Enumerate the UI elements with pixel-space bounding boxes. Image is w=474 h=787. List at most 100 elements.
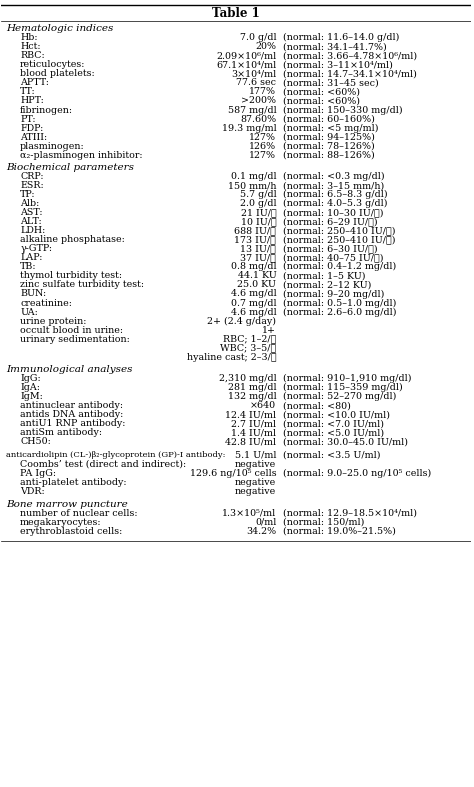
Text: anticardiolipin (CL-)β₂-glycoprotein (GP)-I antibody:: anticardiolipin (CL-)β₂-glycoprotein (GP… <box>6 452 226 460</box>
Text: urine protein:: urine protein: <box>20 316 87 326</box>
Text: negative: negative <box>235 460 276 469</box>
Text: (normal: 6–29 IU/ℓ): (normal: 6–29 IU/ℓ) <box>283 217 378 227</box>
Text: TT:: TT: <box>20 87 36 97</box>
Text: 5.7 g/dl: 5.7 g/dl <box>239 190 276 199</box>
Text: 126%: 126% <box>249 142 276 150</box>
Text: Biochemical parameters: Biochemical parameters <box>6 163 134 172</box>
Text: anti-platelet antibody:: anti-platelet antibody: <box>20 478 127 487</box>
Text: 37 IU/ℓ: 37 IU/ℓ <box>240 253 276 262</box>
Text: Alb:: Alb: <box>20 199 39 209</box>
Text: PT:: PT: <box>20 115 36 124</box>
Text: 2.0 g/dl: 2.0 g/dl <box>240 199 276 209</box>
Text: 2.09×10⁶/ml: 2.09×10⁶/ml <box>216 51 276 61</box>
Text: 587 mg/dl: 587 mg/dl <box>228 105 276 114</box>
Text: (normal: 3–15 mm/h): (normal: 3–15 mm/h) <box>283 181 384 190</box>
Text: Hematologic indices: Hematologic indices <box>6 24 113 33</box>
Text: APTT:: APTT: <box>20 79 49 87</box>
Text: occult blood in urine:: occult blood in urine: <box>20 326 123 334</box>
Text: (normal: <7.0 IU/ml): (normal: <7.0 IU/ml) <box>283 419 384 428</box>
Text: (normal: 2–12 KU): (normal: 2–12 KU) <box>283 280 372 290</box>
Text: (normal: 3.66–4.78×10⁶/ml): (normal: 3.66–4.78×10⁶/ml) <box>283 51 418 61</box>
Text: LDH:: LDH: <box>20 227 46 235</box>
Text: IgM:: IgM: <box>20 392 43 401</box>
Text: TP:: TP: <box>20 190 36 199</box>
Text: (normal: <10.0 IU/ml): (normal: <10.0 IU/ml) <box>283 410 390 419</box>
Text: Hb:: Hb: <box>20 33 38 42</box>
Text: 13 IU/ℓ: 13 IU/ℓ <box>240 245 276 253</box>
Text: negative: negative <box>235 487 276 496</box>
Text: 10 IU/ℓ: 10 IU/ℓ <box>240 217 276 227</box>
Text: 19.3 mg/ml: 19.3 mg/ml <box>221 124 276 132</box>
Text: antinuclear antibody:: antinuclear antibody: <box>20 401 123 410</box>
Text: (normal: 30.0–45.0 IU/ml): (normal: 30.0–45.0 IU/ml) <box>283 438 408 446</box>
Text: (normal: 910–1,910 mg/dl): (normal: 910–1,910 mg/dl) <box>283 374 412 383</box>
Text: WBC; 3–5/ℓ: WBC; 3–5/ℓ <box>220 344 276 353</box>
Text: blood platelets:: blood platelets: <box>20 69 95 79</box>
Text: 25.0 KU: 25.0 KU <box>237 280 276 290</box>
Text: UA:: UA: <box>20 308 38 316</box>
Text: 2+ (2.4 g/day): 2+ (2.4 g/day) <box>207 316 276 326</box>
Text: antiU1 RNP antibody:: antiU1 RNP antibody: <box>20 419 126 428</box>
Text: IgA:: IgA: <box>20 383 40 392</box>
Text: Hct:: Hct: <box>20 42 41 51</box>
Text: number of nuclear cells:: number of nuclear cells: <box>20 508 138 518</box>
Text: 77.6 sec: 77.6 sec <box>236 79 276 87</box>
Text: (normal: <80): (normal: <80) <box>283 401 351 410</box>
Text: antiSm antibody:: antiSm antibody: <box>20 428 102 438</box>
Text: Bone marrow puncture: Bone marrow puncture <box>6 500 128 508</box>
Text: 12.4 IU/ml: 12.4 IU/ml <box>225 410 276 419</box>
Text: (normal: <60%): (normal: <60%) <box>283 87 360 97</box>
Text: (normal: 40–75 IU/ℓ): (normal: 40–75 IU/ℓ) <box>283 253 384 262</box>
Text: 0.1 mg/dl: 0.1 mg/dl <box>231 172 276 181</box>
Text: fibrinogen:: fibrinogen: <box>20 105 73 114</box>
Text: (normal: 6.5–8.3 g/dl): (normal: 6.5–8.3 g/dl) <box>283 190 388 199</box>
Text: (normal: 0.5–1.0 mg/dl): (normal: 0.5–1.0 mg/dl) <box>283 298 397 308</box>
Text: (normal: <5 mg/ml): (normal: <5 mg/ml) <box>283 124 379 132</box>
Text: thymol turbidity test:: thymol turbidity test: <box>20 272 122 280</box>
Text: LAP:: LAP: <box>20 253 43 262</box>
Text: (normal: 34.1–41.7%): (normal: 34.1–41.7%) <box>283 42 387 51</box>
Text: (normal: 31–45 sec): (normal: 31–45 sec) <box>283 79 379 87</box>
Text: (normal: 1–5 KU): (normal: 1–5 KU) <box>283 272 366 280</box>
Text: 0.8 mg/dl: 0.8 mg/dl <box>231 262 276 272</box>
Text: (normal: 3–11×10⁴/ml): (normal: 3–11×10⁴/ml) <box>283 61 393 69</box>
Text: (normal: 150–330 mg/dl): (normal: 150–330 mg/dl) <box>283 105 403 115</box>
Text: 3×10⁴/ml: 3×10⁴/ml <box>231 69 276 79</box>
Text: 1.4 IU/ml: 1.4 IU/ml <box>231 428 276 438</box>
Text: (normal: 9.0–25.0 ng/10⁵ cells): (normal: 9.0–25.0 ng/10⁵ cells) <box>283 469 432 478</box>
Text: 7.0 g/dl: 7.0 g/dl <box>240 33 276 42</box>
Text: CH50:: CH50: <box>20 438 51 446</box>
Text: 87.60%: 87.60% <box>240 115 276 124</box>
Text: Table 1: Table 1 <box>212 6 260 20</box>
Text: (normal: 60–160%): (normal: 60–160%) <box>283 115 375 124</box>
Text: erythroblastoid cells:: erythroblastoid cells: <box>20 527 123 536</box>
Text: 688 IU/ℓ: 688 IU/ℓ <box>235 227 276 235</box>
Text: 67.1×10⁴/ml: 67.1×10⁴/ml <box>216 61 276 69</box>
Text: (normal: <60%): (normal: <60%) <box>283 97 360 105</box>
Text: ESR:: ESR: <box>20 181 44 190</box>
Text: 44.1 KU: 44.1 KU <box>237 272 276 280</box>
Text: AST:: AST: <box>20 209 43 217</box>
Text: (normal: 19.0%–21.5%): (normal: 19.0%–21.5%) <box>283 527 396 536</box>
Text: 150 mm/h: 150 mm/h <box>228 181 276 190</box>
Text: IgG:: IgG: <box>20 375 41 383</box>
Text: 1.3×10⁵/ml: 1.3×10⁵/ml <box>222 508 276 518</box>
Text: negative: negative <box>235 478 276 487</box>
Text: (normal: 250–410 IU/ℓ): (normal: 250–410 IU/ℓ) <box>283 227 396 235</box>
Text: HPT:: HPT: <box>20 97 44 105</box>
Text: (normal: 2.6–6.0 mg/dl): (normal: 2.6–6.0 mg/dl) <box>283 308 397 316</box>
Text: (normal: 52–270 mg/dl): (normal: 52–270 mg/dl) <box>283 392 397 401</box>
Text: γ-GTP:: γ-GTP: <box>20 245 52 253</box>
Text: 0.7 mg/dl: 0.7 mg/dl <box>231 298 276 308</box>
Text: RBC; 1–2/ℓ: RBC; 1–2/ℓ <box>223 334 276 344</box>
Text: antids DNA antibody:: antids DNA antibody: <box>20 410 124 419</box>
Text: zinc sulfate turbidity test:: zinc sulfate turbidity test: <box>20 280 144 290</box>
Text: (normal: 250–410 IU/ℓ): (normal: 250–410 IU/ℓ) <box>283 235 396 245</box>
Text: FDP:: FDP: <box>20 124 44 132</box>
Text: RBC:: RBC: <box>20 51 45 61</box>
Text: Coombs’ test (direct and indirect):: Coombs’ test (direct and indirect): <box>20 460 186 469</box>
Text: 4.6 mg/dl: 4.6 mg/dl <box>230 308 276 316</box>
Text: 2.7 IU/ml: 2.7 IU/ml <box>231 419 276 428</box>
Text: 0/ml: 0/ml <box>255 518 276 527</box>
Text: (normal: 4.0–5.3 g/dl): (normal: 4.0–5.3 g/dl) <box>283 199 388 209</box>
